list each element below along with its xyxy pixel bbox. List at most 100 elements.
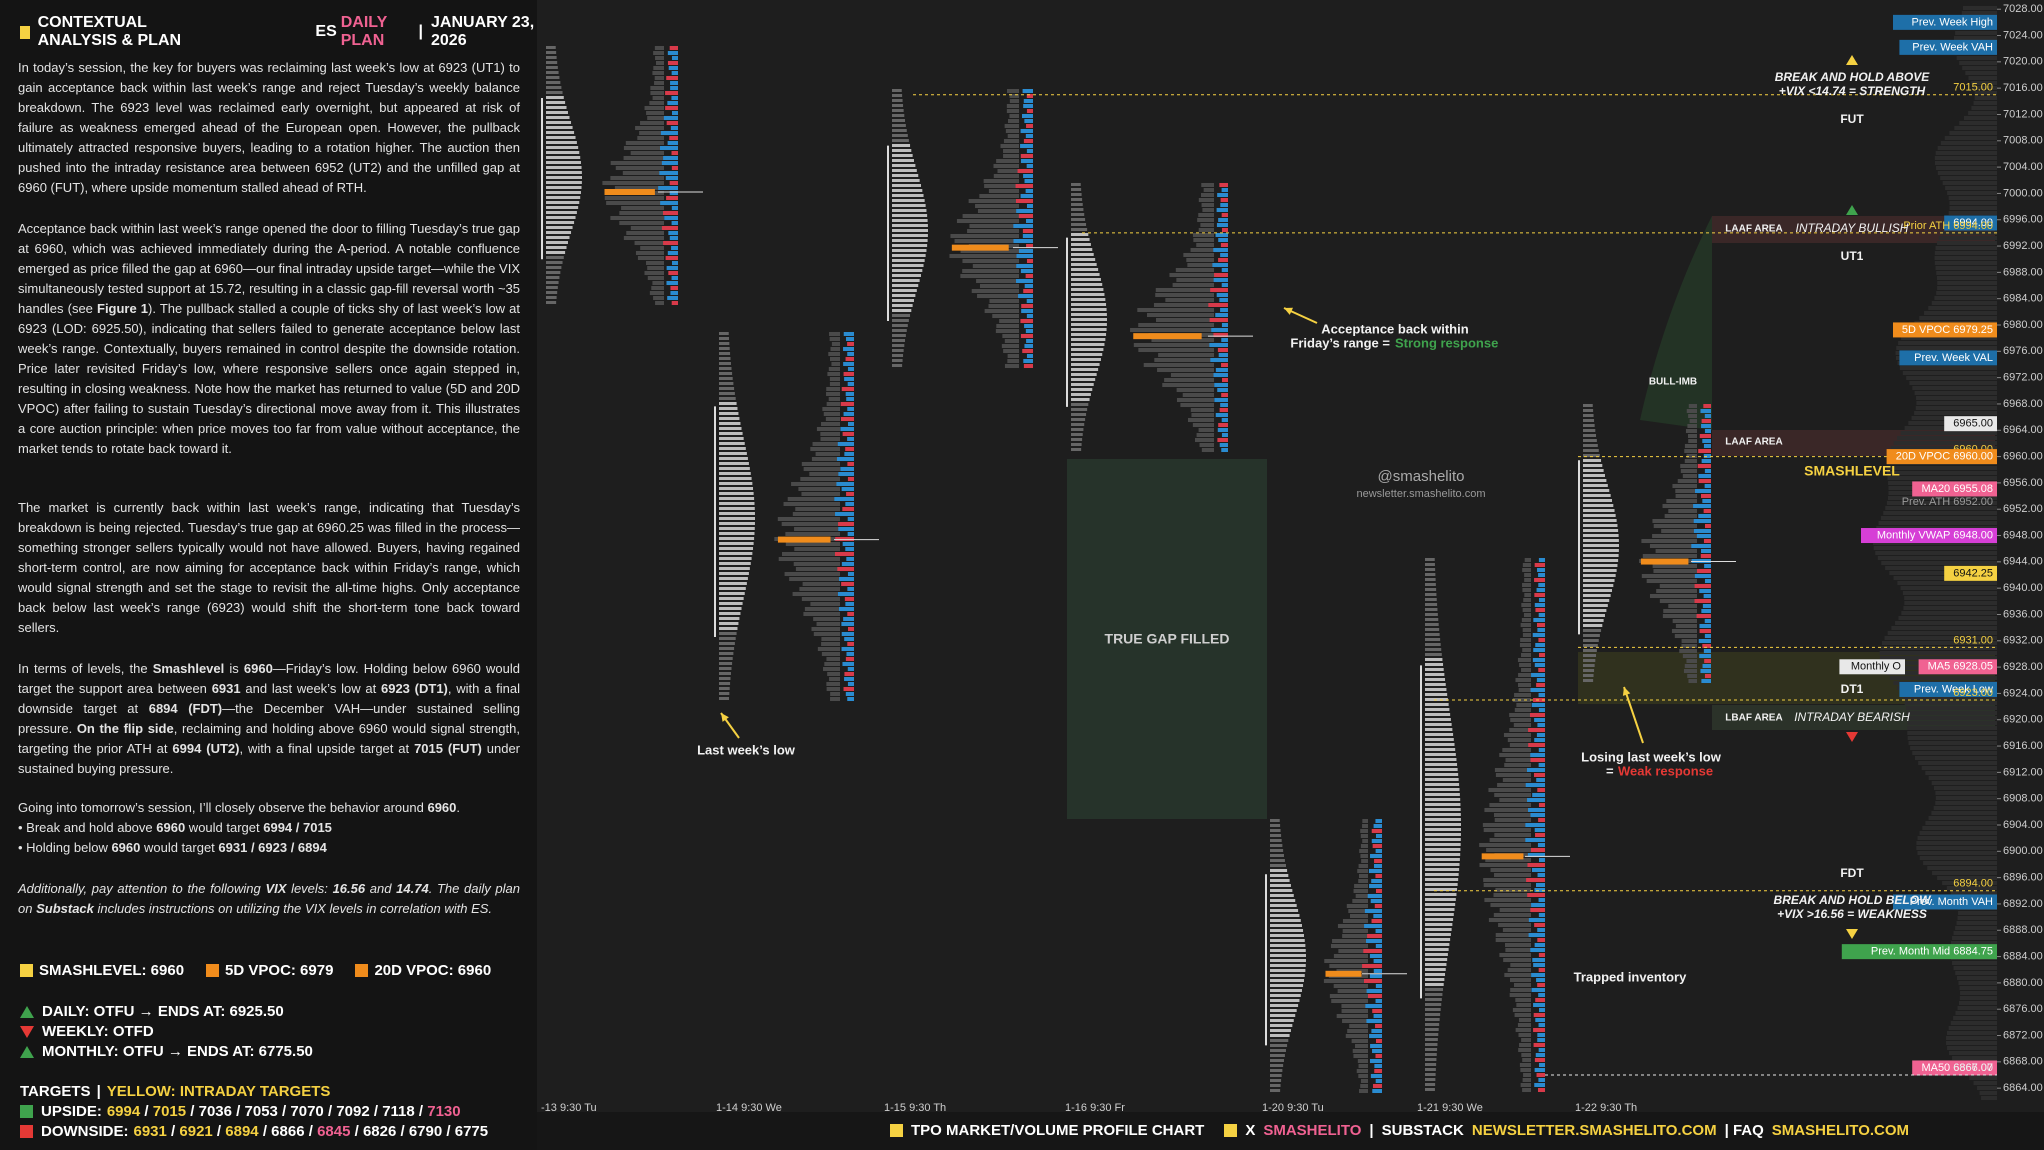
- volume-profile-bar: [1953, 966, 1997, 970]
- tpo-histogram: [1517, 658, 1531, 662]
- tpo-histogram: [976, 279, 1019, 283]
- tpo-letters: [1425, 568, 1436, 571]
- tpo-letters: [1071, 278, 1101, 281]
- y-tick-label: 7004.00: [2003, 161, 2043, 173]
- tpo-letters: [1425, 1078, 1436, 1081]
- volume-bar: [1023, 364, 1033, 368]
- tpo-histogram: [1518, 673, 1531, 677]
- paragraph-line: • Break and hold above 6960 would target…: [18, 818, 520, 838]
- tpo-letters: [546, 291, 558, 294]
- volume-profile-bar: [1887, 476, 1997, 480]
- tpo-histogram: [977, 294, 1019, 298]
- volume-bar: [1537, 1038, 1545, 1042]
- tpo-histogram: [820, 432, 840, 436]
- level-box: [1944, 565, 1997, 581]
- tpo-histogram: [652, 71, 664, 75]
- tpo-histogram: [1007, 134, 1019, 138]
- tpo-histogram: [1521, 603, 1531, 607]
- tpo-letters: [1583, 464, 1603, 467]
- volume-bar: [1698, 514, 1711, 518]
- tpo-histogram: [1162, 383, 1214, 387]
- pointer-head: [721, 713, 729, 722]
- y-tick-label: 7000.00: [2003, 187, 2043, 199]
- tpo-letters: [719, 637, 736, 640]
- volume-bar: [1372, 844, 1382, 848]
- x-tick-label: 1-14 9:30 We: [716, 1102, 782, 1114]
- volume-bar: [841, 632, 854, 636]
- volume-bar: [1700, 494, 1711, 498]
- tpo-histogram: [1482, 823, 1531, 827]
- tpo-histogram: [794, 527, 840, 531]
- tpo-histogram: [1329, 994, 1368, 998]
- volume-profile-bar: [1946, 1041, 1997, 1045]
- volume-bar: [847, 697, 854, 701]
- tpo-letters: [1270, 1049, 1286, 1052]
- tpo-letters: [546, 106, 567, 109]
- tpo-histogram: [781, 522, 840, 526]
- tpo-histogram: [791, 482, 840, 486]
- volume-bar: [664, 216, 678, 220]
- volume-profile-bar: [1949, 131, 1997, 135]
- tpo-histogram: [1495, 938, 1531, 942]
- tpo-histogram: [1687, 424, 1697, 428]
- level-box: [1912, 1060, 1997, 1076]
- tpo-letters: [719, 632, 737, 635]
- tpo-letters: [546, 56, 557, 59]
- volume-profile-bar: [1925, 771, 1997, 775]
- tpo-letters: [892, 209, 927, 212]
- tpo-letters: [1425, 928, 1452, 931]
- volume-bar: [839, 577, 854, 581]
- tpo-histogram: [800, 477, 840, 481]
- target-value: 6790: [408, 1123, 443, 1140]
- volume-profile-bar: [1942, 881, 1997, 885]
- tpo-histogram: [1522, 628, 1531, 632]
- tpo-histogram: [619, 211, 664, 215]
- tpo-letters: [1583, 414, 1594, 417]
- tpo-letters: [1425, 843, 1461, 846]
- tpo-histogram: [826, 687, 840, 691]
- timeframe: DAILY: OTFU → ENDS AT: 6925.50: [20, 1003, 284, 1020]
- tpo-histogram: [1666, 499, 1697, 503]
- tpo-letters: [546, 171, 582, 174]
- volume-profile-bar: [1973, 101, 1997, 105]
- tpo-letters: [719, 572, 749, 575]
- tpo-letters: [546, 201, 580, 204]
- tpo-histogram: [1198, 198, 1214, 202]
- tpo-letters: [546, 166, 582, 169]
- volume-profile-bar: [1904, 596, 1997, 600]
- tpo-histogram: [830, 692, 840, 696]
- volume-profile-bar: [1959, 61, 1997, 65]
- tpo-histogram: [1007, 119, 1019, 123]
- tpo-letters: [1425, 563, 1435, 566]
- tpo-letters: [546, 276, 560, 279]
- volume-bar: [1026, 94, 1033, 98]
- tpo-letters: [892, 139, 909, 142]
- tpo-letters: [719, 617, 740, 620]
- tpo-letters: [1583, 479, 1607, 482]
- volume-bar: [1023, 359, 1033, 363]
- tpo-histogram: [1002, 334, 1019, 338]
- tpo-histogram: [1652, 519, 1697, 523]
- tpo-histogram: [792, 512, 840, 516]
- volume-bar: [1367, 894, 1382, 898]
- tpo-letters: [1071, 433, 1083, 436]
- tpo-histogram: [1515, 998, 1531, 1002]
- tpo-letters: [546, 211, 577, 214]
- volume-profile-bar: [1940, 176, 1997, 180]
- volume-bar: [1538, 748, 1545, 752]
- tpo-histogram: [1683, 669, 1697, 673]
- volume-bar: [1536, 1073, 1545, 1077]
- tpo-histogram: [1198, 428, 1214, 432]
- tpo-letters: [1270, 859, 1285, 862]
- tpo-letters: [719, 682, 731, 685]
- y-tick-label: 6936.00: [2003, 608, 2043, 620]
- volume-bar: [1536, 623, 1545, 627]
- tpo-letters: [719, 612, 741, 615]
- tpo-histogram: [1489, 838, 1531, 842]
- volume-profile-bar: [1897, 436, 1997, 440]
- tpo-letters: [1425, 683, 1446, 686]
- tpo-histogram: [799, 587, 840, 591]
- tpo-histogram: [644, 271, 664, 275]
- volume-bar: [1370, 1074, 1382, 1078]
- volume-bar: [1369, 884, 1382, 888]
